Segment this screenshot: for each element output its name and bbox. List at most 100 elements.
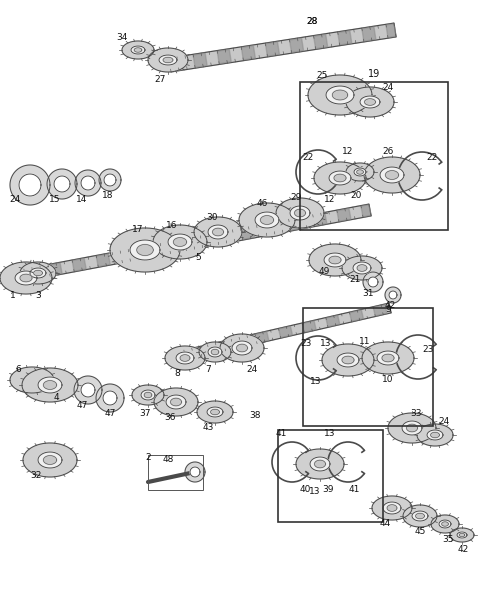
- Polygon shape: [326, 86, 354, 104]
- Polygon shape: [431, 515, 459, 533]
- Text: 24: 24: [383, 83, 394, 92]
- Polygon shape: [387, 505, 397, 511]
- Polygon shape: [342, 256, 382, 280]
- Polygon shape: [208, 343, 221, 354]
- Polygon shape: [265, 42, 279, 56]
- Text: 49: 49: [318, 268, 330, 277]
- Polygon shape: [207, 407, 223, 417]
- Polygon shape: [15, 271, 37, 285]
- Polygon shape: [459, 533, 465, 536]
- Polygon shape: [208, 347, 222, 357]
- Polygon shape: [30, 268, 46, 278]
- Text: 44: 44: [379, 520, 391, 529]
- Polygon shape: [382, 354, 394, 362]
- Polygon shape: [43, 455, 57, 464]
- Polygon shape: [363, 272, 383, 292]
- Polygon shape: [38, 377, 62, 393]
- Text: 3: 3: [35, 290, 41, 299]
- Polygon shape: [20, 274, 32, 282]
- Polygon shape: [96, 384, 124, 412]
- Text: 19: 19: [368, 69, 380, 79]
- Text: 11: 11: [359, 337, 371, 346]
- Polygon shape: [144, 245, 158, 257]
- Polygon shape: [54, 176, 70, 192]
- Polygon shape: [180, 355, 190, 361]
- Text: 12: 12: [342, 148, 354, 157]
- Text: 9: 9: [385, 305, 391, 314]
- Polygon shape: [416, 513, 424, 519]
- Text: 23: 23: [422, 346, 434, 355]
- Polygon shape: [217, 49, 231, 64]
- Polygon shape: [334, 174, 346, 182]
- Polygon shape: [337, 208, 351, 221]
- Polygon shape: [237, 344, 248, 352]
- Bar: [148, 455, 203, 490]
- Polygon shape: [276, 198, 324, 228]
- Polygon shape: [19, 174, 41, 196]
- Text: 28: 28: [306, 17, 318, 26]
- Text: 20: 20: [350, 191, 362, 200]
- Polygon shape: [364, 157, 420, 193]
- Polygon shape: [130, 240, 160, 260]
- Polygon shape: [166, 395, 186, 409]
- Text: 4: 4: [53, 394, 59, 403]
- Polygon shape: [338, 31, 352, 45]
- Text: 12: 12: [324, 196, 336, 205]
- Polygon shape: [240, 227, 255, 239]
- Text: 29: 29: [290, 193, 302, 202]
- Polygon shape: [120, 249, 134, 262]
- Polygon shape: [48, 263, 62, 276]
- Polygon shape: [296, 449, 344, 479]
- Text: 1: 1: [10, 290, 16, 299]
- Polygon shape: [278, 326, 292, 338]
- Text: 41: 41: [276, 430, 287, 439]
- Polygon shape: [24, 268, 38, 280]
- Polygon shape: [241, 46, 255, 60]
- Polygon shape: [0, 262, 52, 294]
- Polygon shape: [354, 168, 366, 176]
- Polygon shape: [357, 170, 363, 174]
- Polygon shape: [439, 520, 451, 528]
- Polygon shape: [264, 222, 279, 235]
- Polygon shape: [190, 467, 200, 477]
- Text: 47: 47: [104, 409, 116, 418]
- Polygon shape: [20, 262, 56, 284]
- Polygon shape: [192, 236, 206, 248]
- Polygon shape: [231, 337, 245, 349]
- Polygon shape: [313, 34, 328, 49]
- Polygon shape: [385, 287, 401, 303]
- Polygon shape: [255, 332, 269, 343]
- Polygon shape: [417, 424, 453, 446]
- Polygon shape: [450, 528, 474, 542]
- Polygon shape: [427, 430, 443, 440]
- Polygon shape: [194, 217, 242, 247]
- Polygon shape: [104, 174, 116, 186]
- Text: 8: 8: [174, 368, 180, 377]
- Text: 23: 23: [300, 340, 312, 349]
- Polygon shape: [184, 348, 198, 359]
- Polygon shape: [329, 256, 341, 264]
- Polygon shape: [407, 424, 418, 432]
- Polygon shape: [169, 23, 396, 72]
- Polygon shape: [442, 522, 448, 526]
- Text: 13: 13: [320, 340, 332, 349]
- Text: 47: 47: [76, 401, 88, 409]
- Polygon shape: [329, 171, 351, 185]
- Polygon shape: [199, 342, 231, 362]
- Polygon shape: [326, 316, 340, 327]
- Text: 22: 22: [302, 154, 313, 163]
- Bar: [278, 430, 383, 522]
- Polygon shape: [110, 228, 180, 272]
- Text: 24: 24: [246, 365, 258, 374]
- Polygon shape: [362, 27, 376, 41]
- Polygon shape: [216, 231, 230, 244]
- Polygon shape: [134, 48, 142, 52]
- Text: 2: 2: [145, 454, 151, 463]
- Polygon shape: [197, 401, 233, 423]
- Polygon shape: [168, 240, 182, 253]
- Polygon shape: [170, 398, 181, 406]
- Polygon shape: [255, 212, 279, 228]
- Polygon shape: [168, 234, 192, 250]
- Polygon shape: [402, 421, 422, 435]
- Polygon shape: [163, 57, 173, 63]
